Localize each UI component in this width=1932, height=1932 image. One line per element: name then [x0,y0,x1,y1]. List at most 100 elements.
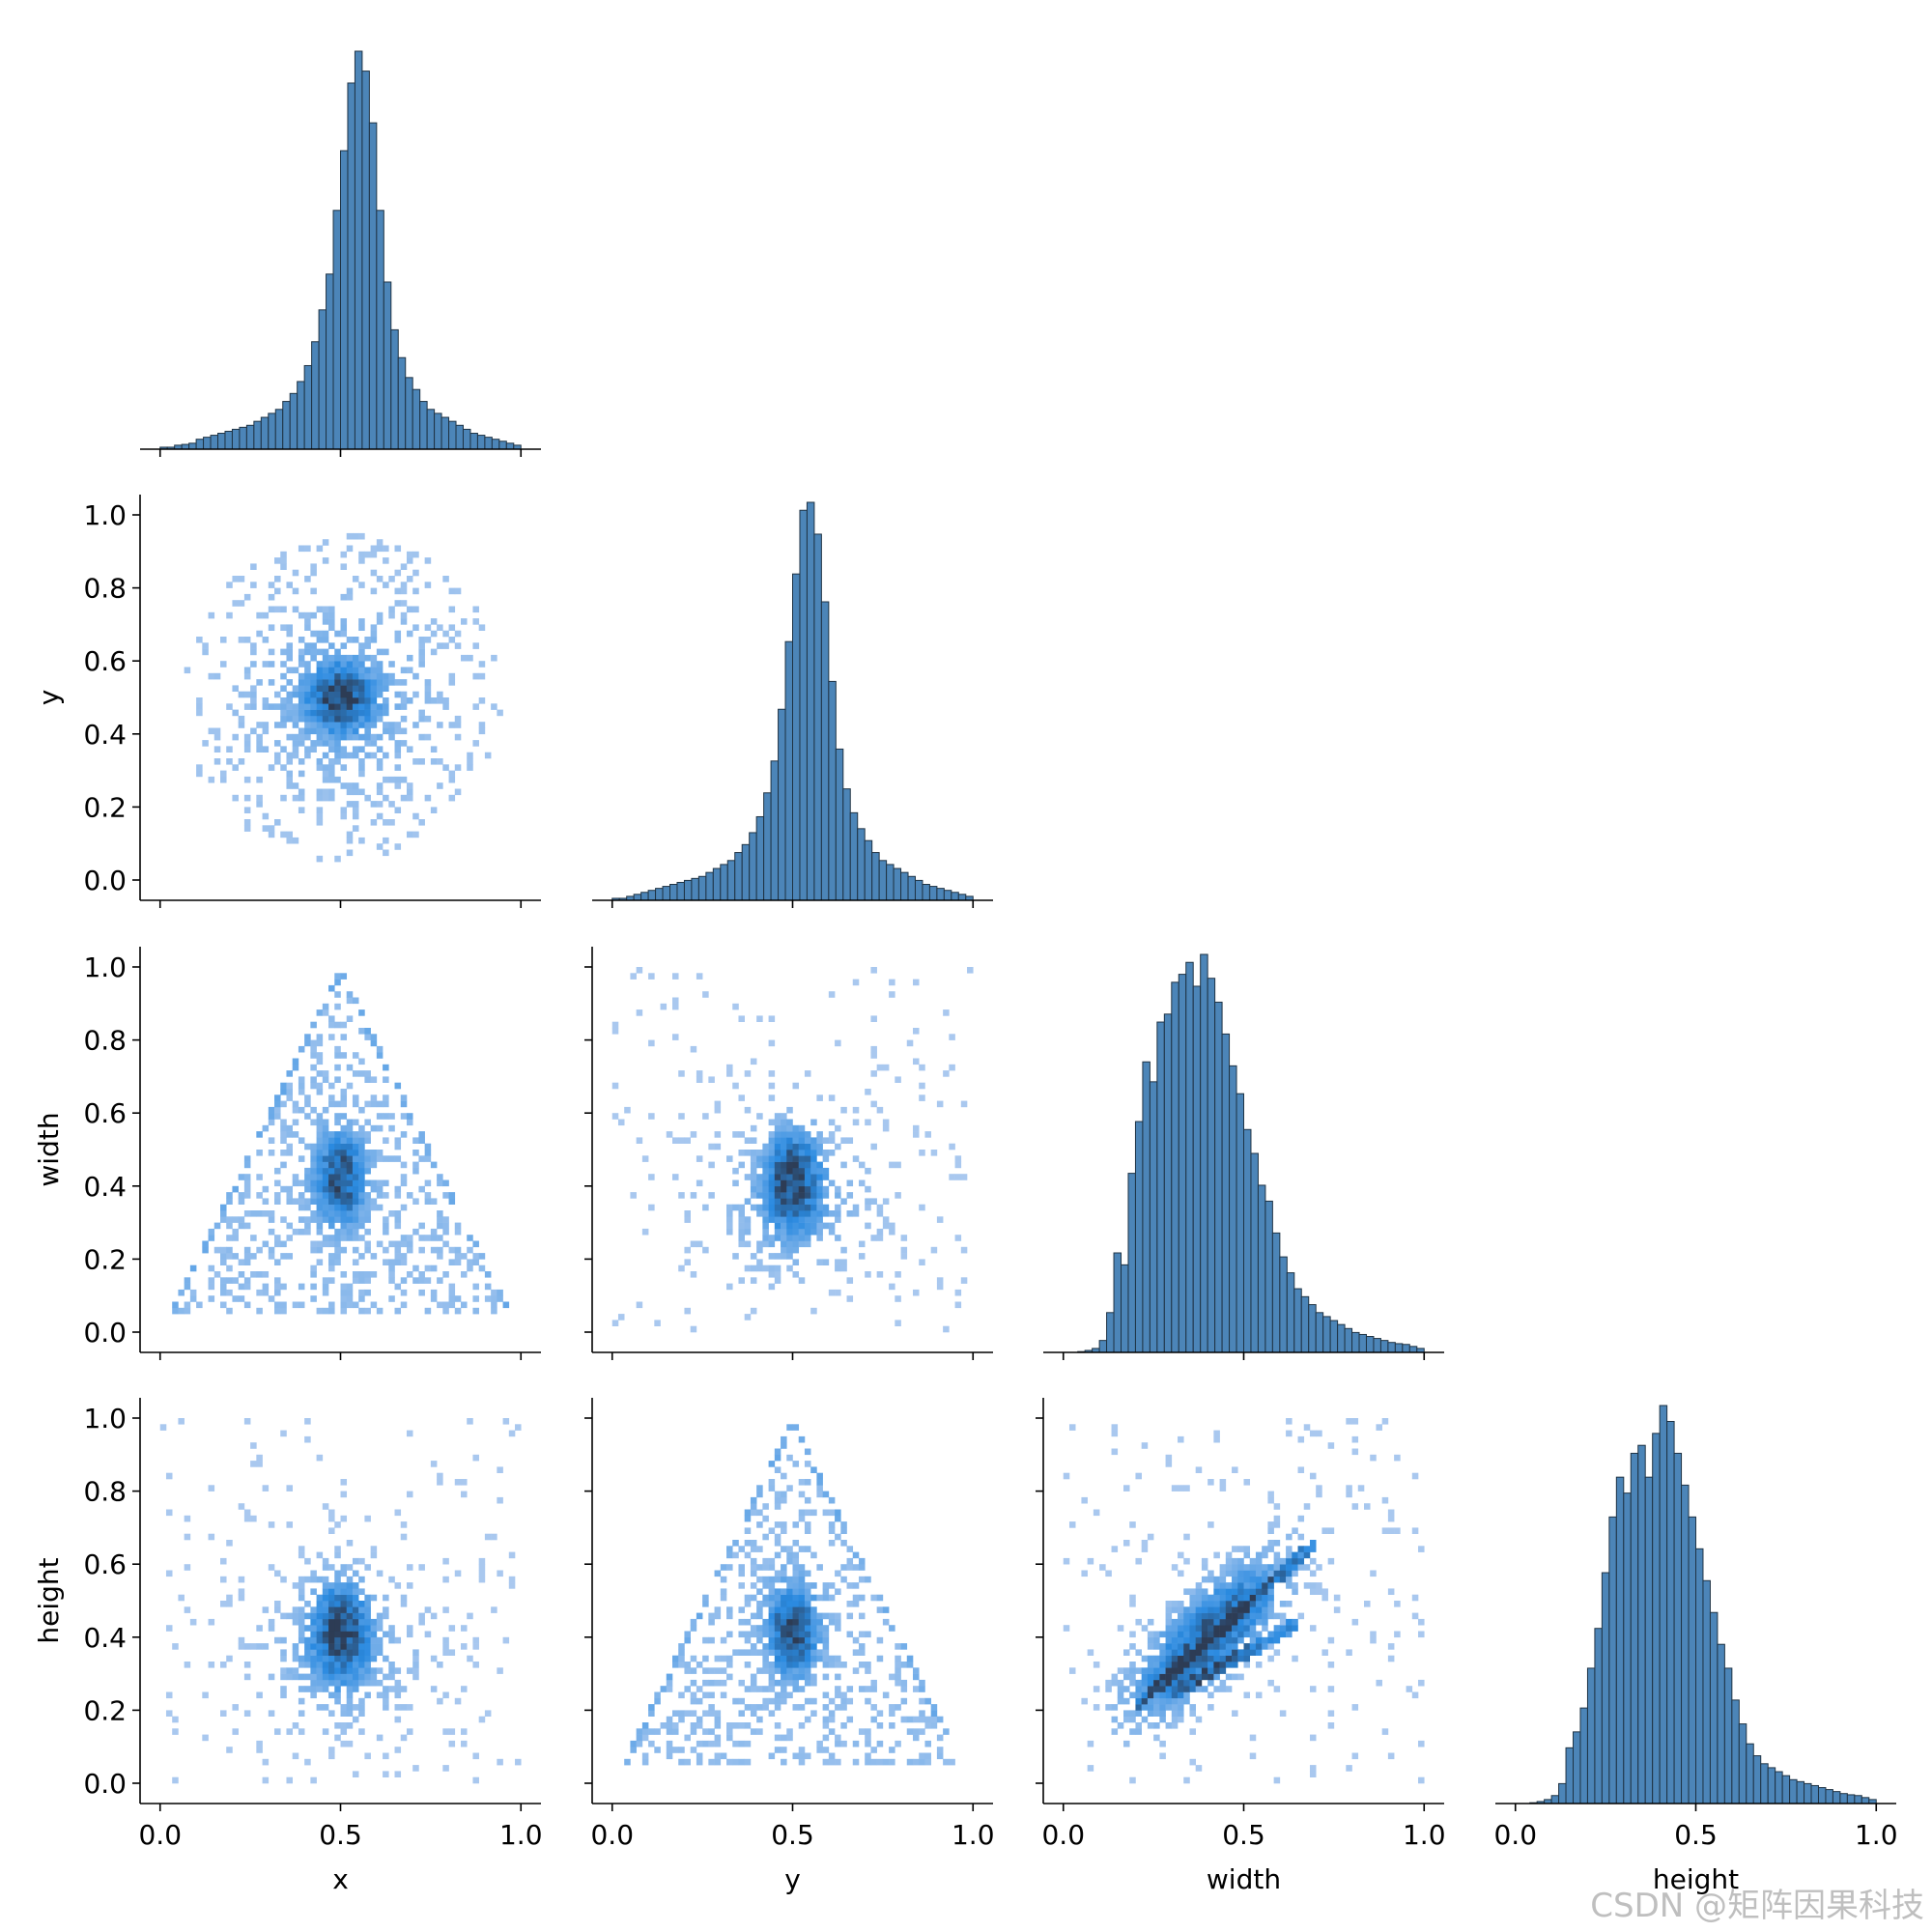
heatmap-cell [478,1570,486,1577]
heatmap-cell [1255,1594,1263,1602]
heatmap-cell [1129,1673,1136,1681]
heatmap-cell [1351,1503,1359,1510]
heatmap-cell [1165,1662,1173,1668]
heatmap-cell [322,611,329,619]
heatmap-cell [641,1228,649,1236]
heatmap-cell [364,1643,371,1650]
heatmap-cell [1178,1435,1184,1443]
heatmap-cell [461,1271,468,1278]
heatmap-cell [1153,1704,1160,1711]
heatmap-cell [1208,1679,1214,1687]
heatmap-cell [256,1747,263,1753]
heatmap-cell [913,1673,920,1681]
heatmap-cell [774,1594,781,1602]
heatmap-cell [352,1618,359,1626]
heatmap-cell [310,1246,317,1254]
heatmap-cell [256,1643,263,1650]
heatmap-cell [786,1137,793,1144]
heatmap-cell [1141,1442,1149,1449]
heatmap-cell [810,1466,817,1473]
heatmap-cell [1351,1448,1359,1456]
heatmap-cell [388,722,395,728]
histogram-bar [1695,1548,1704,1804]
heatmap-cell [376,843,384,850]
heatmap-cell [1267,1636,1274,1644]
heatmap-cell [786,1235,793,1241]
heatmap-cell [1117,1667,1124,1674]
heatmap-cell [292,733,299,741]
heatmap-cell [798,1758,806,1766]
heatmap-cell [358,770,365,778]
heatmap-cell [786,1424,793,1431]
heatmap-cell [798,1435,806,1443]
heatmap-cell [786,1210,793,1217]
heatmap-cell [774,1454,781,1462]
heatmap-cell [292,1301,299,1309]
heatmap-cell [394,1137,402,1144]
heatmap-cell [280,1124,287,1132]
heatmap-cell [268,1216,275,1223]
heatmap-cell [768,1601,776,1607]
heatmap-cell [250,697,257,704]
heatmap-cell [792,1210,800,1217]
heatmap-cell [388,1576,395,1583]
heatmap-cell [286,752,293,759]
heatmap-cell [208,1283,215,1291]
heatmap-cell [334,973,341,980]
histogram-bar [778,708,786,901]
heatmap-cell [798,1588,806,1595]
heatmap-cell [394,630,402,638]
heatmap-cell [756,1204,763,1211]
heatmap-cell [762,1601,769,1607]
heatmap-cell [316,691,324,698]
heatmap-cell [781,1185,787,1193]
heatmap-cell [352,812,359,820]
heatmap-cell [750,1540,757,1547]
heatmap-cell [304,1655,311,1662]
heatmap-cell [406,1625,413,1632]
heatmap-cell [208,672,215,680]
y-tick-label: 0.4 [83,1171,127,1203]
heatmap-cell [358,1235,365,1241]
heatmap-cell [238,1259,245,1265]
heatmap-cell [322,672,329,680]
heatmap-cell [328,606,335,613]
axes-height-vs-x: 0.0 0.5 1.00.00.20.40.60.81.0 [83,1398,543,1851]
heatmap-cell [364,1564,371,1571]
heatmap-cell [340,1155,348,1162]
heatmap-cell [1255,1649,1263,1656]
heatmap-cell [1195,1679,1203,1687]
heatmap-cell [792,1155,800,1162]
heatmap-cell [1243,1479,1251,1486]
heatmap-cell [1273,1521,1281,1528]
heatmap-cell [828,1612,836,1620]
heatmap-cell [822,1137,830,1144]
y-tick-label: 0.4 [83,1622,127,1654]
heatmap-cell [781,1442,787,1449]
heatmap-cell [1267,1496,1274,1504]
heatmap-cell [322,1625,329,1632]
heatmap-cell [804,1594,811,1602]
heatmap-cell [172,1728,179,1735]
heatmap-cell [418,819,425,826]
heatmap-cell [376,1734,384,1742]
histogram-bar [922,884,930,901]
heatmap-cell [1262,1570,1268,1577]
heatmap-cell [310,1240,317,1248]
histogram-bar [1767,1767,1776,1804]
heatmap-cell [1135,1710,1142,1717]
heatmap-cell [256,1246,263,1254]
heatmap-cell [286,703,293,710]
heatmap-cell [810,1631,817,1638]
heatmap-cell [316,1454,324,1462]
heatmap-cell [852,1582,860,1589]
heatmap-cell [274,740,281,747]
heatmap-cell [268,1113,275,1120]
heatmap-cell [1262,1594,1268,1602]
heatmap-cell [1178,1485,1184,1492]
heatmap-cell [781,1601,787,1607]
heatmap-cell [726,1564,733,1571]
heatmap-cell [358,1557,365,1565]
heatmap-cell [1201,1673,1208,1681]
heatmap-cell [298,758,305,765]
